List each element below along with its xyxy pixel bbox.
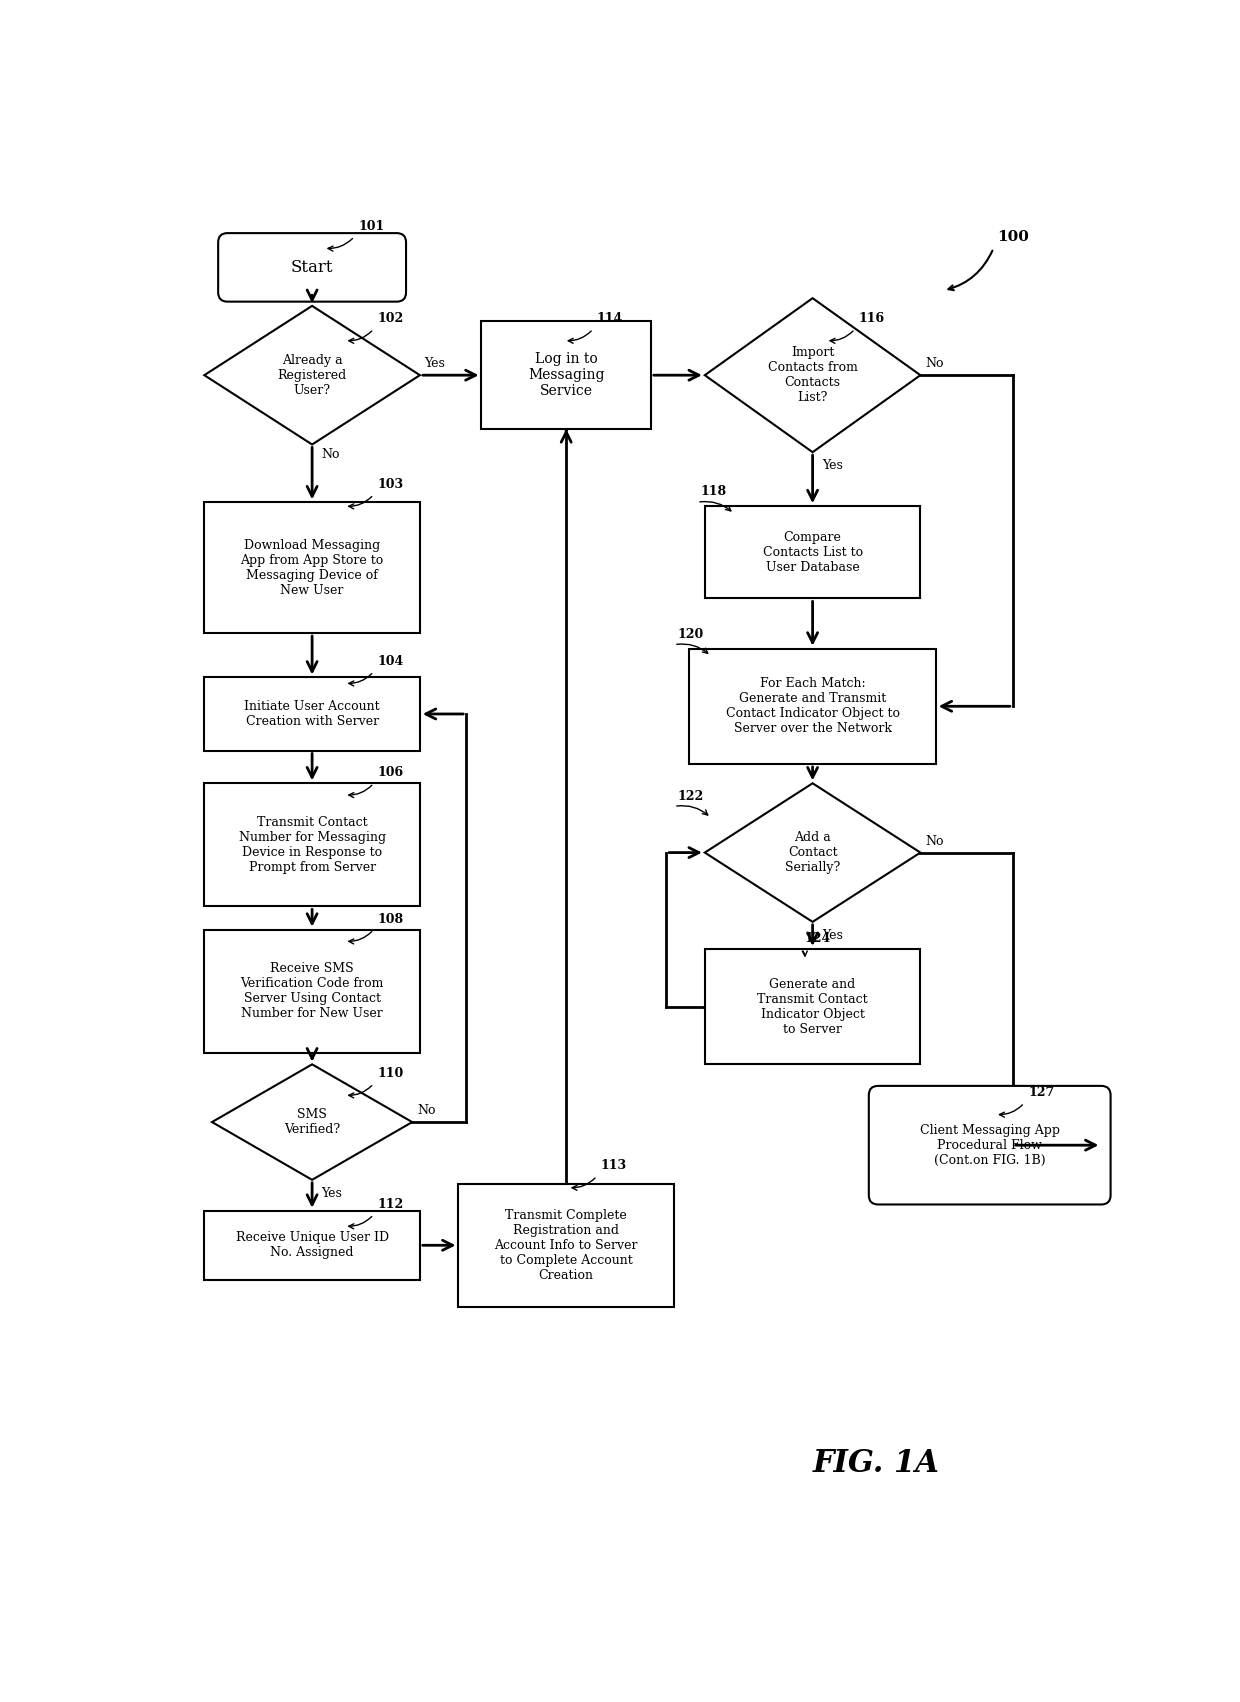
Bar [704,948,920,1064]
Text: 113: 113 [601,1159,627,1173]
Text: Generate and
Transmit Contact
Indicator Object
to Server: Generate and Transmit Contact Indicator … [758,977,868,1035]
Text: Receive SMS
Verification Code from
Server Using Contact
Number for New User: Receive SMS Verification Code from Serve… [241,962,384,1019]
Text: 124: 124 [805,933,831,945]
Text: No: No [926,357,945,371]
Text: No: No [418,1105,436,1118]
Polygon shape [704,783,920,922]
Text: 122: 122 [678,790,704,803]
Text: SMS
Verified?: SMS Verified? [284,1108,340,1135]
Text: FIG. 1A: FIG. 1A [812,1448,940,1479]
Text: 127: 127 [1028,1086,1054,1099]
FancyBboxPatch shape [869,1086,1111,1205]
Text: Add a
Contact
Serially?: Add a Contact Serially? [785,831,841,875]
Text: 106: 106 [377,766,404,780]
Polygon shape [212,1064,412,1179]
Text: 116: 116 [859,311,885,325]
Text: Yes: Yes [424,357,445,371]
Text: Transmit Complete
Registration and
Account Info to Server
to Complete Account
Cr: Transmit Complete Registration and Accou… [495,1208,637,1282]
Text: 114: 114 [596,311,624,325]
Text: 100: 100 [997,230,1029,245]
Text: No: No [926,836,945,848]
Text: Client Messaging App
Procedural Flow
(Cont.on FIG. 1B): Client Messaging App Procedural Flow (Co… [920,1123,1060,1166]
Text: 101: 101 [358,220,384,233]
Bar [205,502,420,633]
Text: Compare
Contacts List to
User Database: Compare Contacts List to User Database [763,531,863,574]
Bar [205,783,420,907]
Text: 110: 110 [377,1067,404,1079]
Text: 108: 108 [377,912,404,926]
Text: For Each Match:
Generate and Transmit
Contact Indicator Object to
Server over th: For Each Match: Generate and Transmit Co… [725,677,899,735]
Text: 104: 104 [377,655,404,667]
Text: Initiate User Account
Creation with Server: Initiate User Account Creation with Serv… [244,700,379,728]
Bar [205,677,420,751]
Text: Transmit Contact
Number for Messaging
Device in Response to
Prompt from Server: Transmit Contact Number for Messaging De… [238,815,386,873]
Bar [459,1183,675,1307]
Text: Already a
Registered
User?: Already a Registered User? [278,354,347,397]
Bar [205,929,420,1054]
Text: Yes: Yes [321,1186,342,1200]
Polygon shape [205,306,420,444]
Text: Import
Contacts from
Contacts
List?: Import Contacts from Contacts List? [768,346,858,403]
Text: 103: 103 [377,478,404,490]
Text: Yes: Yes [822,460,843,471]
Text: Log in to
Messaging
Service: Log in to Messaging Service [528,352,604,398]
Text: Yes: Yes [822,929,843,941]
Text: 112: 112 [377,1198,404,1210]
Text: 118: 118 [701,485,727,499]
FancyBboxPatch shape [218,233,405,301]
Text: 120: 120 [678,628,704,642]
Bar [481,322,651,429]
Bar [205,1210,420,1280]
Text: No: No [321,448,340,461]
Polygon shape [704,298,920,453]
Text: 102: 102 [377,311,404,325]
Text: Download Messaging
App from App Store to
Messaging Device of
New User: Download Messaging App from App Store to… [241,538,383,597]
Bar [704,505,920,599]
Text: Start: Start [291,259,334,276]
Bar [689,648,936,764]
Text: Receive Unique User ID
No. Assigned: Receive Unique User ID No. Assigned [236,1231,388,1259]
